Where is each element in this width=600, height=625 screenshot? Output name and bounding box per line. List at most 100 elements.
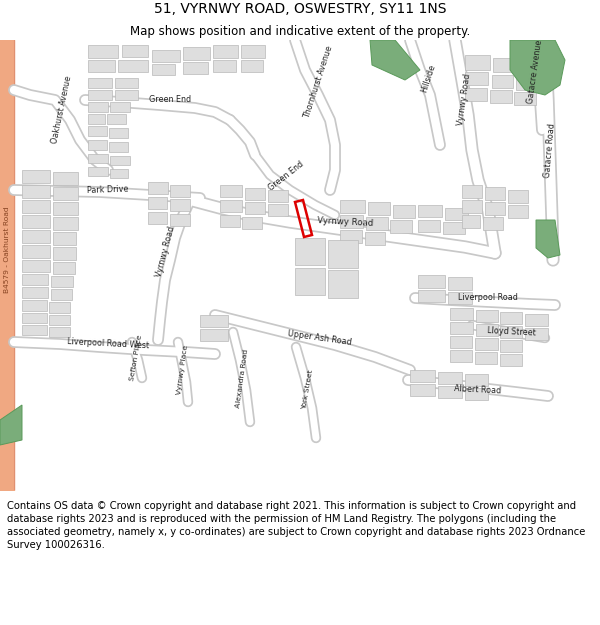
Polygon shape	[465, 88, 487, 101]
Polygon shape	[493, 58, 515, 72]
Polygon shape	[485, 187, 505, 200]
Polygon shape	[410, 370, 435, 382]
Polygon shape	[22, 274, 48, 285]
Polygon shape	[465, 55, 490, 70]
Text: Green End: Green End	[149, 96, 191, 104]
Polygon shape	[340, 215, 363, 228]
Polygon shape	[445, 208, 468, 220]
Polygon shape	[365, 232, 385, 245]
Polygon shape	[152, 64, 175, 75]
Polygon shape	[53, 202, 78, 215]
Text: Sefton Place: Sefton Place	[129, 334, 143, 381]
Polygon shape	[242, 217, 262, 229]
Polygon shape	[148, 197, 167, 209]
Polygon shape	[148, 182, 168, 194]
Text: Gatacre Avenue: Gatacre Avenue	[526, 39, 544, 104]
Polygon shape	[328, 270, 358, 298]
Polygon shape	[53, 217, 78, 230]
Text: Hillside: Hillside	[419, 62, 437, 93]
Polygon shape	[220, 215, 240, 227]
Polygon shape	[115, 90, 138, 100]
Polygon shape	[88, 167, 108, 176]
Polygon shape	[516, 77, 538, 90]
Polygon shape	[22, 185, 50, 198]
Polygon shape	[268, 204, 288, 216]
Polygon shape	[518, 60, 540, 74]
Polygon shape	[490, 90, 512, 103]
Polygon shape	[200, 329, 228, 341]
Polygon shape	[152, 50, 180, 62]
Polygon shape	[500, 326, 522, 338]
Polygon shape	[110, 156, 130, 165]
Polygon shape	[340, 230, 362, 243]
Polygon shape	[514, 92, 536, 105]
Polygon shape	[450, 322, 473, 334]
Polygon shape	[22, 200, 50, 213]
Polygon shape	[476, 310, 498, 322]
Polygon shape	[118, 60, 148, 72]
Polygon shape	[328, 240, 358, 268]
Polygon shape	[88, 154, 108, 163]
Text: Contains OS data © Crown copyright and database right 2021. This information is : Contains OS data © Crown copyright and d…	[7, 501, 586, 551]
Polygon shape	[148, 212, 167, 224]
Polygon shape	[88, 90, 112, 100]
Text: Liverpool Road: Liverpool Road	[458, 294, 518, 302]
Polygon shape	[22, 313, 47, 323]
Polygon shape	[485, 202, 505, 215]
Polygon shape	[22, 215, 50, 228]
Polygon shape	[53, 172, 78, 185]
Polygon shape	[245, 202, 265, 214]
Polygon shape	[183, 47, 210, 60]
Polygon shape	[88, 114, 105, 124]
Polygon shape	[53, 247, 76, 260]
Text: Vyrnwy Road: Vyrnwy Road	[456, 74, 472, 126]
Text: Thornhurst Avenue: Thornhurst Avenue	[302, 44, 334, 119]
Polygon shape	[88, 126, 107, 136]
Polygon shape	[109, 142, 128, 152]
Polygon shape	[448, 292, 472, 304]
Polygon shape	[53, 262, 75, 274]
Polygon shape	[450, 336, 472, 348]
Text: Vyrnwy Road: Vyrnwy Road	[154, 226, 176, 278]
Polygon shape	[295, 238, 325, 265]
Polygon shape	[268, 190, 288, 202]
Polygon shape	[366, 217, 388, 230]
Polygon shape	[200, 315, 228, 327]
Polygon shape	[88, 45, 118, 58]
Text: Gatacre Road: Gatacre Road	[543, 122, 557, 177]
Polygon shape	[462, 215, 480, 228]
Polygon shape	[525, 328, 548, 340]
Polygon shape	[170, 185, 190, 197]
Polygon shape	[450, 350, 472, 362]
Polygon shape	[418, 290, 445, 302]
Polygon shape	[220, 185, 242, 197]
Polygon shape	[22, 325, 47, 335]
Polygon shape	[170, 199, 190, 211]
Polygon shape	[450, 308, 473, 320]
Polygon shape	[241, 60, 263, 72]
Polygon shape	[49, 315, 70, 325]
Polygon shape	[465, 374, 488, 386]
Polygon shape	[110, 169, 128, 178]
Polygon shape	[115, 78, 138, 88]
Polygon shape	[88, 60, 115, 72]
Polygon shape	[418, 220, 440, 232]
Polygon shape	[88, 140, 107, 150]
Polygon shape	[22, 260, 50, 272]
Polygon shape	[368, 202, 390, 215]
Text: Oakhurst Avenue: Oakhurst Avenue	[50, 76, 74, 144]
Polygon shape	[500, 340, 522, 352]
Polygon shape	[213, 45, 238, 58]
Polygon shape	[536, 220, 560, 258]
Polygon shape	[22, 230, 50, 243]
Polygon shape	[500, 354, 522, 366]
Text: Liverpool Road West: Liverpool Road West	[67, 338, 149, 351]
Polygon shape	[510, 40, 565, 95]
Polygon shape	[340, 200, 365, 213]
Polygon shape	[418, 205, 442, 217]
Polygon shape	[22, 245, 50, 258]
Polygon shape	[88, 102, 108, 112]
Polygon shape	[500, 312, 522, 324]
Text: Vyrnwy Road: Vyrnwy Road	[317, 216, 373, 228]
Polygon shape	[0, 405, 22, 445]
